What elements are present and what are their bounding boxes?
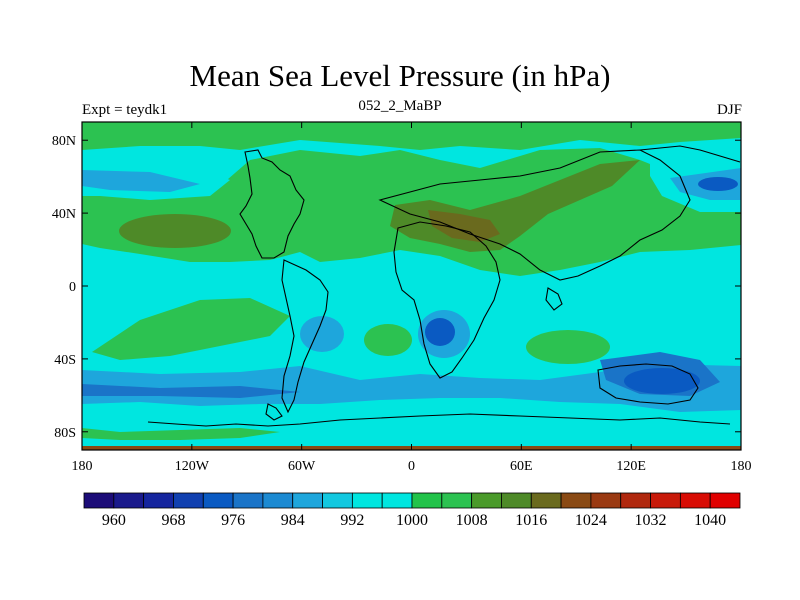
south-pacific-high [92,298,290,360]
y-tick-label: 40N [52,207,76,222]
season-label: DJF [716,102,742,118]
australia-coast [597,363,699,405]
colorbar-swatch [262,492,294,509]
colorbar-swatch [560,492,592,509]
y-tick-label: 0 [69,280,76,295]
coastlines [147,145,741,427]
antarctic-band [82,420,741,450]
x-tick-label: 60E [510,459,533,474]
colorbar-label: 992 [340,512,364,529]
colorbar-swatch [173,492,204,509]
colorbar-swatch [590,492,622,509]
north-america-coast [239,149,305,259]
colorbar-swatch [411,492,443,509]
colorbar-label: 960 [102,512,126,529]
southern-low-belt [82,364,741,412]
eurasian-high-core [428,210,500,242]
arctic-coast [639,145,741,163]
south-atlantic-high [364,324,412,356]
colorbar-label: 1040 [694,512,726,529]
colorbar-swatch [143,492,174,509]
colorbar-swatch [471,492,502,509]
colorbar-label: 1024 [575,512,607,529]
colorbar-swatch [113,492,145,509]
island-coast [545,287,563,311]
colorbar-swatch [292,492,323,509]
southern-low-belt-core [82,384,300,398]
colorbar-label: 1032 [635,512,667,529]
colorbar-swatch [679,492,711,509]
x-tick-label: 60W [288,459,316,474]
north-pacific-low-core [82,170,200,192]
colorbar-swatch [441,492,473,509]
colorbar-swatch [381,492,413,509]
eurasia-coast [378,149,691,281]
experiment-label: Expt = teydk1 [82,102,168,118]
x-tick-label: 0 [408,459,415,474]
colorbar-swatch [650,492,681,509]
y-tick-label: 40S [54,353,76,368]
antarctica-coast [147,413,731,427]
south-africa-low-core [425,318,455,346]
colorbar-swatch [232,492,264,509]
colorbar-label: 1016 [515,512,547,529]
x-tick-label: 120E [616,459,646,474]
colorbar-swatch [322,492,353,509]
colorbar-swatch [83,492,115,509]
australian-low-core [624,368,700,394]
x-tick-label: 120W [175,459,210,474]
colorbar: 960 968 976 984 992 1000 1008 1016 1024 1032 1040 [83,492,741,529]
colorbar-swatch [351,492,383,509]
antarctic-high-patch [82,428,280,440]
run-label: 052_2_MaBP [358,98,442,114]
north-pacific-high [119,214,231,248]
colorbar-label: 1008 [456,512,488,529]
africa-coast [393,221,501,379]
island-coast [265,403,283,421]
colorbar-label: 1000 [396,512,428,529]
colorbar-swatch [620,492,651,509]
colorbar-label: 976 [221,512,245,529]
south-america-coast [281,259,329,414]
x-tick-label: 180 [72,459,93,474]
x-tick-label: 180 [731,459,752,474]
north-atlantic-low-deep [698,177,738,191]
south-america-low [300,316,344,352]
contour-fill [82,122,741,450]
axis-ticks: 180 120W 60W 0 60E 120E 180 80N 40N 0 40S 80S [52,122,752,474]
colorbar-label: 984 [281,512,305,529]
colorbar-swatch [202,492,234,509]
north-polar-high [82,122,741,150]
y-tick-label: 80N [52,134,76,149]
colorbar-label: 968 [161,512,185,529]
colorbar-swatch [530,492,562,509]
map-title: Mean Sea Level Pressure (in hPa) [189,58,611,93]
colorbar-swatch [709,492,741,509]
y-tick-label: 80S [54,426,76,441]
indian-ocean-high [526,330,610,364]
colorbar-swatch [501,492,532,509]
